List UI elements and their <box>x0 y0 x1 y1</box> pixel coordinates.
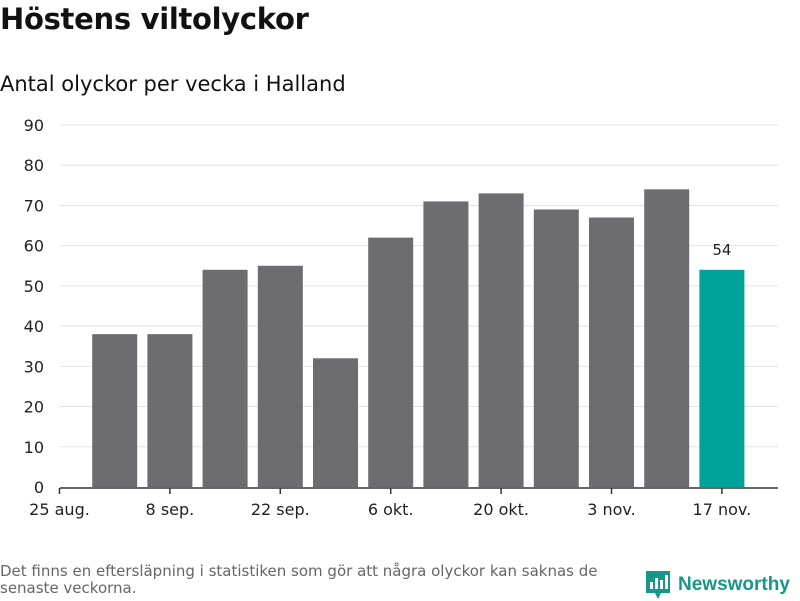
bar <box>423 201 469 487</box>
y-tick-label: 40 <box>24 317 44 336</box>
bar <box>478 193 524 487</box>
footnote: Det finns en eftersläpning i statistiken… <box>0 562 598 597</box>
y-tick-label: 60 <box>24 237 44 256</box>
x-tick-label: 20 okt. <box>473 500 529 519</box>
chart-title: Höstens viltolyckor <box>0 2 309 36</box>
x-tick-label: 25 aug. <box>29 500 90 519</box>
bar-highlight <box>699 269 745 487</box>
bar <box>202 269 248 487</box>
bar <box>313 358 358 487</box>
x-tick-label: 22 sep. <box>251 500 310 519</box>
y-tick-label: 30 <box>24 357 44 376</box>
bar <box>368 237 414 487</box>
bar <box>589 217 634 487</box>
y-tick-label: 0 <box>34 478 44 497</box>
bars <box>92 189 745 487</box>
y-tick-label: 10 <box>24 438 44 457</box>
newsworthy-logo-icon <box>646 571 670 599</box>
y-tick-label: 20 <box>24 398 44 417</box>
data-labels: 54 <box>712 241 731 259</box>
x-axis: 25 aug. 8 sep. 22 sep. 6 okt. 20 okt. 3 nov. 1… <box>29 487 778 519</box>
y-axis-ticks: 0 10 20 30 40 50 60 70 80 90 <box>24 116 44 497</box>
data-label: 54 <box>712 241 731 259</box>
bar-chart: 0 10 20 30 40 50 60 70 80 90 54 25 aug. 8 sep. 22 s… <box>24 116 778 519</box>
y-tick-label: 70 <box>24 196 44 215</box>
x-tick-label: 6 okt. <box>368 500 414 519</box>
bar <box>644 189 690 487</box>
y-tick-label: 50 <box>24 277 44 296</box>
x-tick-label: 8 sep. <box>146 500 195 519</box>
x-tick-label: 3 nov. <box>587 500 636 519</box>
bar <box>92 334 138 487</box>
y-tick-label: 80 <box>24 156 44 175</box>
bar <box>147 334 193 487</box>
chart-subtitle: Antal olyckor per vecka i Halland <box>0 72 346 96</box>
brand-name: Newsworthy <box>678 574 790 595</box>
x-tick-label: 17 nov. <box>693 500 752 519</box>
bar <box>257 265 303 487</box>
bar <box>533 209 579 487</box>
y-tick-label: 90 <box>24 116 44 135</box>
brand-logo: Newsworthy <box>644 569 790 601</box>
